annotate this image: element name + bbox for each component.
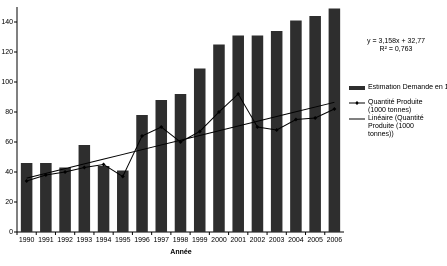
- x-tick-label: 1997: [153, 237, 169, 244]
- x-tick-label: 1990: [19, 237, 35, 244]
- x-tick-label: 2000: [211, 237, 227, 244]
- x-tick-label: 2006: [327, 237, 343, 244]
- x-tick-label: 1999: [192, 237, 208, 244]
- bar: [328, 8, 341, 232]
- point: [101, 162, 106, 167]
- y-tick-label: 0: [9, 229, 13, 236]
- bar: [20, 163, 33, 232]
- y-tick-label: 120: [1, 49, 13, 56]
- bar: [213, 44, 225, 232]
- legend-label: Quantité Produite (1000 tonnes): [368, 99, 423, 114]
- bar: [251, 35, 264, 232]
- bar: [309, 16, 321, 232]
- bar: [193, 68, 206, 232]
- point: [197, 129, 202, 134]
- legend-marker: [355, 101, 359, 105]
- bar: [40, 163, 52, 232]
- bar: [290, 20, 302, 232]
- y-tick-label: 20: [5, 199, 13, 206]
- bar: [232, 35, 244, 232]
- x-tick-label: 2003: [269, 237, 285, 244]
- bar: [155, 100, 168, 232]
- x-tick-label: 2004: [288, 237, 304, 244]
- x-axis-label: Année: [170, 249, 192, 256]
- line: [26, 101, 335, 179]
- y-tick-label: 100: [1, 79, 13, 86]
- bar: [117, 170, 129, 232]
- x-tick-label: 2002: [250, 237, 266, 244]
- point: [159, 125, 164, 129]
- point: [255, 125, 260, 129]
- bar: [97, 166, 110, 232]
- point: [24, 179, 29, 183]
- point: [63, 170, 68, 174]
- x-tick-label: 1995: [115, 237, 131, 244]
- point: [293, 117, 298, 122]
- bar: [78, 145, 91, 232]
- point: [140, 134, 145, 138]
- x-tick-label: 1993: [77, 237, 93, 244]
- x-tick-label: 1992: [57, 237, 73, 244]
- legend-label: Linéaire (Quantité Produite (1000 tonnes…: [368, 115, 424, 138]
- point: [236, 92, 241, 96]
- x-tick-label: 1998: [173, 237, 189, 244]
- bar: [174, 94, 187, 232]
- point: [178, 140, 183, 144]
- point: [313, 116, 318, 120]
- equation: y = 3,158x + 32,77: [367, 38, 425, 45]
- bar: [59, 167, 71, 232]
- y-tick-label: 140: [1, 19, 13, 26]
- point: [216, 110, 221, 114]
- bar: [136, 115, 148, 232]
- r-squared: R² = 0,763: [380, 46, 413, 53]
- point: [332, 107, 337, 111]
- y-tick-label: 40: [5, 169, 13, 176]
- y-tick-label: 60: [5, 139, 13, 146]
- x-tick-label: 1994: [96, 237, 112, 244]
- x-tick-label: 1996: [134, 237, 150, 244]
- x-tick-label: 2005: [307, 237, 323, 244]
- point: [274, 128, 279, 132]
- y-tick-label: 80: [5, 109, 13, 116]
- point: [120, 174, 125, 179]
- point: [82, 165, 87, 170]
- x-tick-label: 2001: [230, 237, 246, 244]
- legend-swatch: [349, 86, 365, 90]
- x-tick-label: 1991: [38, 237, 54, 244]
